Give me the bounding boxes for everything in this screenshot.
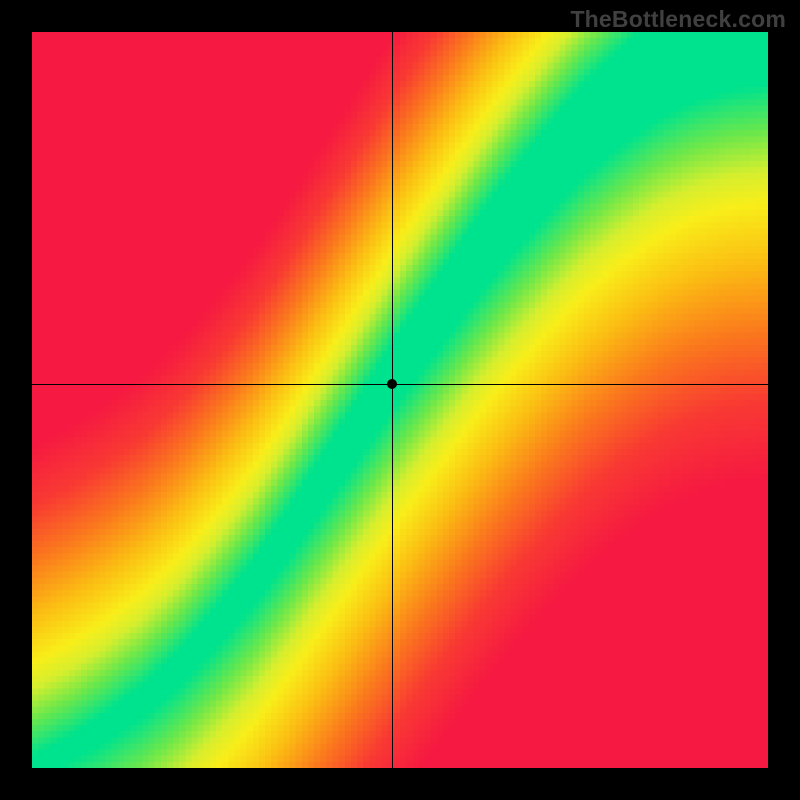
watermark-text: TheBottleneck.com xyxy=(570,6,786,33)
chart-container: TheBottleneck.com xyxy=(0,0,800,800)
crosshair-horizontal xyxy=(32,384,768,385)
selection-marker xyxy=(387,379,397,389)
crosshair-vertical xyxy=(392,32,393,768)
bottleneck-heatmap xyxy=(32,32,768,768)
